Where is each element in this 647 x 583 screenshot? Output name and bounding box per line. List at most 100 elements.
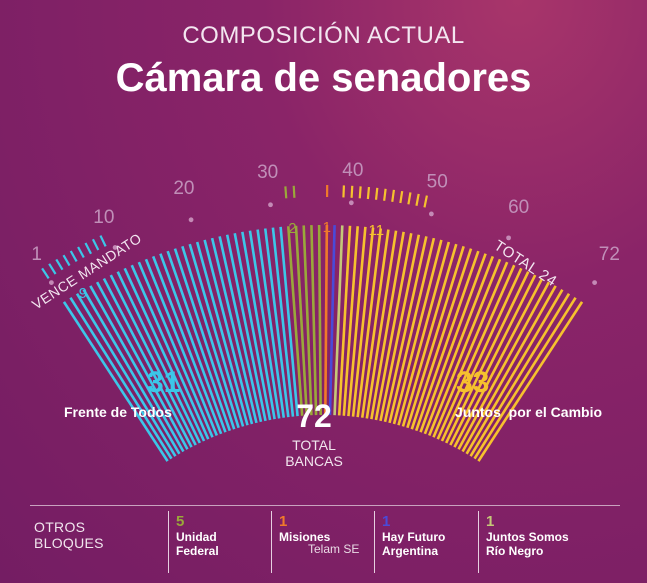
seat-bar [302,225,313,416]
scale-dot [188,217,194,223]
expiring-seat-bar [391,189,395,202]
seat-bar [62,301,169,462]
chart-title: Cámara de senadores [115,56,532,100]
seat-bar [410,248,473,430]
watermark-telam: Telam SE [308,542,360,556]
seat-bar [102,277,193,448]
seat-bar [188,243,245,427]
expiring-total-label: TOTAL 24 [491,237,560,290]
expiring-seat-bar [284,186,288,199]
expiring-seat-bar [366,186,371,200]
seat-bar [195,241,249,426]
bloque-name-line2: Argentina [382,544,439,558]
seat-bar [360,229,390,418]
seat-bar [457,281,551,450]
expiring-seat-bar [374,187,379,200]
expiring-seat-bar [350,185,354,198]
expiring-seat-bar [62,254,71,267]
seat-bar [159,253,227,433]
seat-bar [218,236,263,423]
expiring-seat-bar [407,192,412,205]
seat-bar [342,226,359,416]
seat-bar [287,226,304,416]
seat-bar [337,225,352,416]
expiring-seat-bar [358,186,362,199]
seat-bar [374,233,413,421]
expiring-seat-bar [48,263,57,275]
expiring-seat-bar [423,195,428,208]
footer-divider [30,505,620,506]
seat-bar [347,226,367,417]
bloque-unidad-federal: 5 Unidad Federal [176,513,219,558]
seat-bar [248,230,281,419]
seat-bar [388,237,436,424]
seat-bar [469,292,571,457]
otros-bloques-footer: OTROS BLOQUES 5 Unidad Federal 1 Misione… [0,505,647,583]
juntos-por-el-cambio-count: 33 [456,366,490,399]
seat-bar [95,281,189,450]
seat-bar [379,234,421,422]
seat-bar [406,245,465,429]
seat-bar [333,225,344,416]
seat-bar [419,253,487,433]
bloque-name-line1: Misiones [279,530,331,544]
seat-bar [173,248,236,430]
otros-bloques-label: OTROS BLOQUES [34,519,104,551]
seat-bar [109,274,197,446]
seat-bar [310,225,318,416]
seat-bar [351,227,375,417]
seat-bar [440,267,523,442]
seat-bar [241,231,276,420]
bloque-juntos-somos-rio-negro: 1 Juntos Somos Río Negro [486,513,569,558]
seat-bar [453,277,544,448]
total-label-line1: TOTAL [292,437,336,453]
scale-tick-label: 1 [31,244,42,265]
otros-line2: BLOQUES [34,535,104,551]
juntos-por-el-cambio-label: Juntos por el Cambio [455,404,603,420]
scale-tick-label: 30 [257,162,278,183]
seat-bar [401,243,458,427]
seat-bar [317,225,322,416]
seat-bar [383,236,428,423]
bloque-name-line1: Hay Futuro [382,530,446,544]
seat-bar [151,255,223,435]
seat-bar [432,261,509,438]
seat-bar [263,228,290,418]
bloque-name-line2: Federal [176,544,219,558]
scale-tick-label: 60 [508,197,529,218]
bloque-misiones: 1 Misiones [279,513,330,544]
expiring-seat-bar [55,258,64,271]
scale-dot [112,245,118,250]
seat-bar [137,261,214,438]
seat-bar [130,264,210,440]
scale-tick-label: 20 [173,178,194,199]
bloque-count: 1 [279,513,288,530]
seat-bar [203,239,254,425]
expiring-group-label: 11 [369,222,385,239]
expiring-seat-bar [41,267,50,279]
bloque-name-line1: Juntos Somos [486,530,569,544]
seat-bar [166,250,232,432]
seat-bar [75,292,177,457]
otros-line1: OTROS [34,519,86,535]
seat-bar [328,225,336,416]
seat-bar [144,258,218,437]
expiring-seat-bar [383,188,387,201]
bloque-count: 1 [486,513,495,530]
footer-separator [374,511,375,573]
chart-kicker: COMPOSICIÓN ACTUAL [182,22,465,49]
seat-bar [473,297,577,460]
bloque-name-line1: Unidad [176,530,217,544]
seat-bar [225,234,267,422]
seat-bar [449,274,537,446]
seat-bar [461,285,557,453]
seat-bar [477,301,584,462]
footer-separator [478,511,479,573]
seat-bar [397,241,451,426]
scale-dot [48,280,54,285]
total-bancas-value: 72 [296,398,332,434]
scale-tick-label: 10 [93,207,114,228]
bloque-name-line2: Río Negro [486,544,544,558]
seat-bar [279,226,299,417]
